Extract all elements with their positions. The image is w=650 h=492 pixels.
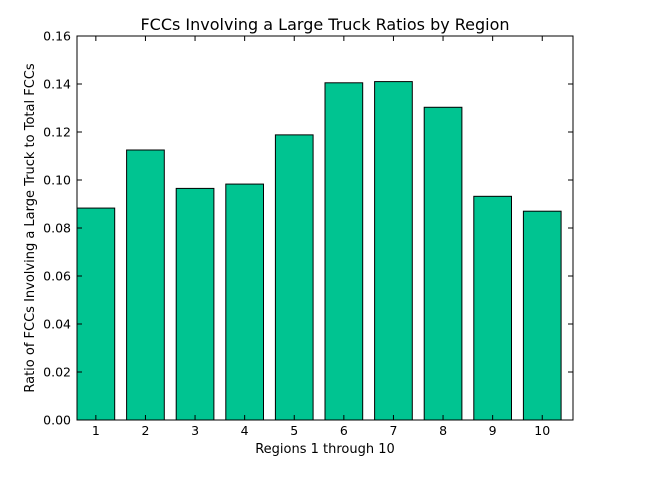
chart-title: FCCs Involving a Large Truck Ratios by R… <box>140 15 509 34</box>
y-tick-label: 0.02 <box>43 365 71 380</box>
plot-frame <box>76 35 574 421</box>
x-axis-ticks: 1 2 3 4 5 6 7 8 9 10 <box>92 36 550 438</box>
bar-region-7 <box>374 81 413 421</box>
bar-region-8 <box>423 106 463 421</box>
bar-region-2 <box>126 149 165 421</box>
bar-region-10 <box>522 210 562 421</box>
x-tick-label: 3 <box>191 423 199 438</box>
y-tick-label: 0.16 <box>43 29 71 44</box>
y-tick-label: 0.04 <box>43 317 71 332</box>
y-tick-label: 0.06 <box>43 269 71 284</box>
x-tick-label: 1 <box>92 423 100 438</box>
x-tick-label: 7 <box>389 423 397 438</box>
x-tick-label: 5 <box>290 423 298 438</box>
bar-region-9 <box>473 195 512 421</box>
bar-region-4 <box>225 183 264 421</box>
bar-region-5 <box>274 134 314 421</box>
bar-region-3 <box>175 187 215 421</box>
y-tick-label: 0.12 <box>43 125 71 140</box>
y-tick-label: 0.10 <box>43 173 71 188</box>
y-tick-label: 0.00 <box>43 413 71 428</box>
x-tick-label: 2 <box>141 423 149 438</box>
x-tick-label: 8 <box>439 423 447 438</box>
bar-region-1 <box>76 207 116 421</box>
bars-group <box>76 81 562 421</box>
x-tick-label: 6 <box>340 423 348 438</box>
y-axis-ticks: 0.00 0.02 0.04 0.06 0.08 0.10 0.12 0.14 0.16 <box>43 29 573 428</box>
bar-region-6 <box>324 82 364 421</box>
y-axis-label: Ratio of FCCs Involving a Large Truck to… <box>23 63 38 393</box>
x-axis-label: Regions 1 through 10 <box>255 442 395 457</box>
x-tick-label: 10 <box>534 423 550 438</box>
y-tick-label: 0.14 <box>43 77 71 92</box>
x-tick-label: 9 <box>489 423 497 438</box>
y-tick-label: 0.08 <box>43 221 71 236</box>
x-tick-label: 4 <box>241 423 249 438</box>
